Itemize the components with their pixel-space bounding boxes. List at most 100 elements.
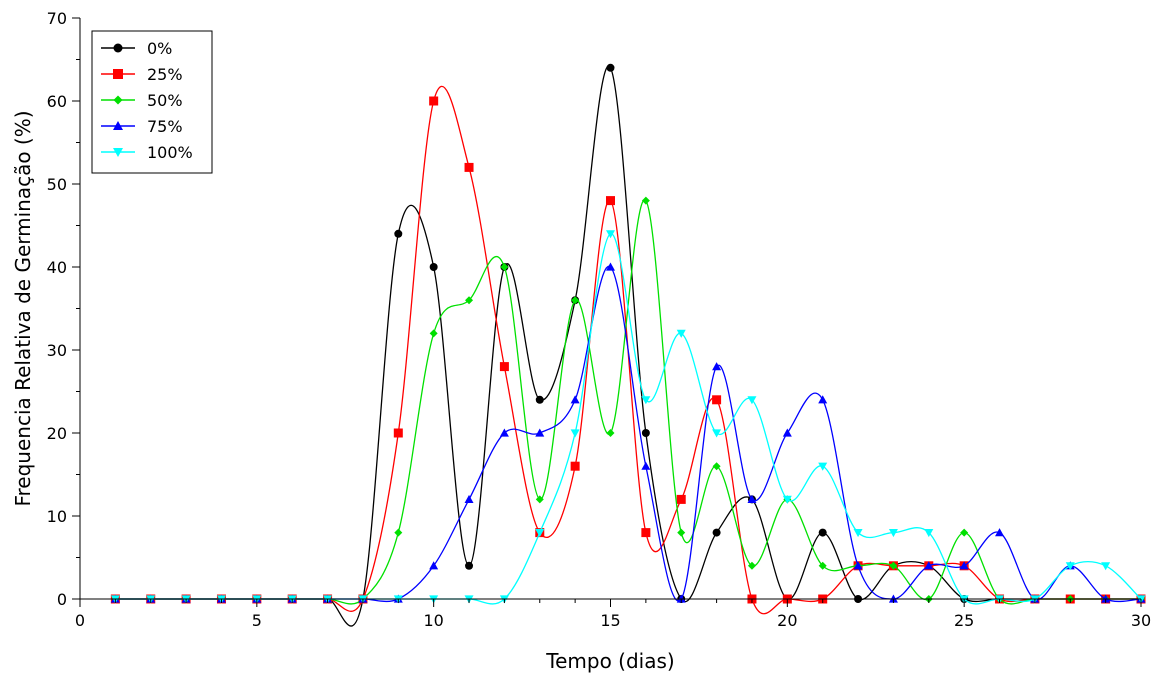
data-point	[500, 263, 509, 271]
data-point	[1065, 562, 1075, 571]
legend-label: 75%	[147, 117, 183, 136]
data-point	[606, 230, 615, 239]
legend-label: 100%	[147, 143, 193, 162]
series-line	[115, 65, 1141, 627]
legend-item: 100%	[101, 143, 193, 162]
y-axis-label: Frequencia Relativa de Germinação (%)	[11, 110, 35, 506]
data-point	[818, 528, 827, 537]
axes: 0 5 10 15 20 25 30 0 10 20 30 40 50 60 70	[47, 9, 1152, 630]
data-point	[429, 263, 438, 271]
y-tick-label: 20	[47, 424, 67, 443]
plot-area	[110, 63, 1146, 627]
data-point	[641, 396, 651, 405]
data-point	[535, 495, 544, 504]
data-point	[712, 362, 722, 371]
data-point	[959, 561, 969, 570]
data-point	[747, 561, 756, 570]
data-point	[464, 494, 474, 503]
data-point	[747, 396, 757, 405]
data-point	[924, 561, 934, 570]
data-point	[712, 528, 721, 537]
data-point	[394, 528, 403, 537]
x-axis-label: Tempo (dias)	[545, 649, 674, 673]
data-point	[712, 429, 722, 438]
series-4	[110, 230, 1146, 605]
data-point	[570, 395, 580, 404]
legend-label: 25%	[147, 65, 183, 84]
data-point	[676, 329, 686, 338]
data-point	[818, 561, 827, 570]
y-tick-label: 0	[57, 590, 67, 609]
y-tick-label: 50	[47, 175, 67, 194]
legend-item: 0%	[101, 39, 172, 58]
data-point	[676, 494, 686, 504]
legend-item: 25%	[101, 65, 183, 84]
data-point	[535, 428, 545, 437]
data-point	[641, 429, 650, 437]
data-point	[747, 494, 757, 503]
series-line	[115, 265, 1142, 603]
data-point	[429, 329, 438, 338]
legend-marker	[113, 148, 123, 157]
series-2	[111, 196, 1145, 605]
series-line	[115, 233, 1142, 605]
y-tick-label: 60	[47, 92, 67, 111]
y-tick-label: 70	[47, 9, 67, 28]
data-point	[465, 561, 474, 570]
x-tick-label: 15	[600, 611, 620, 630]
data-point	[889, 561, 898, 570]
data-point	[853, 561, 863, 570]
y-tick-label: 30	[47, 341, 67, 360]
series-3	[110, 262, 1146, 603]
data-point	[606, 429, 615, 437]
data-point	[782, 495, 792, 504]
data-point	[712, 395, 722, 405]
data-point	[924, 529, 934, 538]
data-point	[677, 528, 686, 537]
legend-marker	[113, 95, 123, 105]
data-point	[641, 196, 650, 205]
data-point	[712, 462, 721, 471]
y-tick-label: 40	[47, 258, 67, 277]
data-point	[393, 428, 403, 438]
x-tick-label: 25	[954, 611, 974, 630]
legend: 0% 25% 50% 75% 100%	[91, 30, 213, 174]
data-point	[606, 63, 615, 72]
data-point	[535, 395, 544, 404]
data-point	[818, 462, 828, 471]
x-tick-label: 5	[252, 611, 262, 630]
data-point	[782, 428, 792, 437]
legend-label: 0%	[147, 39, 172, 58]
legend-box	[91, 30, 213, 174]
data-point	[499, 428, 509, 437]
x-tick-label: 10	[423, 611, 443, 630]
data-point	[888, 529, 898, 538]
data-point	[1101, 562, 1111, 571]
data-point	[606, 262, 615, 271]
x-tick-label: 20	[777, 611, 797, 630]
x-tick-label: 30	[1131, 611, 1151, 630]
data-point	[641, 528, 651, 538]
legend-marker	[113, 121, 123, 130]
data-point	[960, 528, 969, 537]
legend-item: 50%	[101, 91, 183, 110]
data-point	[429, 561, 439, 570]
data-point	[818, 395, 828, 404]
data-point	[570, 429, 580, 438]
data-point	[429, 96, 439, 106]
series-line	[115, 199, 1141, 605]
data-point	[499, 362, 509, 372]
legend-marker	[113, 43, 123, 53]
y-tick-label: 10	[47, 507, 67, 526]
data-point	[606, 196, 615, 206]
legend-marker	[113, 69, 123, 79]
data-point	[394, 229, 403, 238]
data-point	[535, 529, 545, 538]
x-tick-label: 0	[75, 611, 85, 630]
data-point	[570, 461, 580, 471]
data-point	[853, 529, 863, 538]
data-point	[464, 162, 474, 172]
legend-label: 50%	[147, 91, 183, 110]
data-point	[995, 528, 1005, 537]
